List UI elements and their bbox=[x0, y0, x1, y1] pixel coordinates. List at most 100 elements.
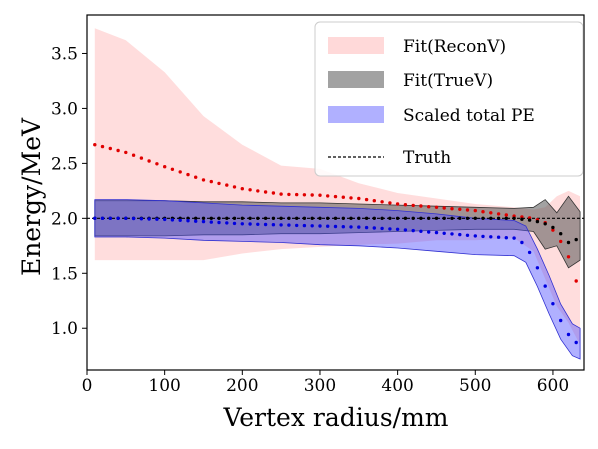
point-fit-truev bbox=[496, 216, 501, 220]
point-fit-truev bbox=[287, 216, 291, 220]
point-scaled-total-pe bbox=[147, 217, 151, 221]
point-fit-reconv bbox=[411, 203, 415, 208]
point-scaled-total-pe bbox=[155, 217, 159, 221]
error-bands bbox=[94, 28, 581, 360]
legend: Fit(ReconV) Fit(TrueV) Scaled total PE T… bbox=[314, 21, 584, 177]
point-fit-truev bbox=[357, 216, 361, 220]
point-fit-truev bbox=[450, 216, 454, 220]
point-scaled-total-pe bbox=[566, 332, 571, 337]
point-fit-truev bbox=[543, 222, 547, 226]
legend-swatch-true bbox=[328, 71, 384, 88]
point-fit-reconv bbox=[170, 167, 175, 171]
point-scaled-total-pe bbox=[341, 225, 345, 229]
point-scaled-total-pe bbox=[333, 224, 338, 229]
point-fit-reconv bbox=[271, 191, 276, 195]
point-fit-reconv bbox=[465, 208, 470, 212]
point-scaled-total-pe bbox=[240, 222, 244, 226]
point-fit-reconv bbox=[357, 196, 361, 201]
point-fit-reconv bbox=[496, 212, 501, 216]
point-fit-reconv bbox=[240, 187, 244, 191]
band-fit-reconv bbox=[94, 28, 581, 345]
point-fit-truev bbox=[263, 216, 268, 220]
point-fit-reconv bbox=[256, 189, 260, 193]
point-scaled-total-pe bbox=[395, 227, 400, 231]
point-fit-reconv bbox=[326, 194, 330, 198]
point-scaled-total-pe bbox=[504, 236, 508, 240]
point-scaled-total-pe bbox=[318, 224, 322, 228]
point-fit-reconv bbox=[178, 170, 182, 174]
point-fit-reconv bbox=[124, 150, 128, 155]
point-scaled-total-pe bbox=[527, 250, 532, 255]
point-fit-truev bbox=[349, 216, 353, 220]
point-fit-truev bbox=[427, 216, 431, 220]
point-fit-truev bbox=[186, 216, 190, 220]
x-axis-title: Vertex radius/mm bbox=[222, 403, 448, 432]
point-fit-reconv bbox=[349, 196, 353, 200]
point-scaled-total-pe bbox=[465, 233, 470, 237]
point-fit-truev bbox=[481, 216, 485, 220]
point-scaled-total-pe bbox=[372, 226, 376, 230]
legend-swatch-pe bbox=[328, 106, 384, 123]
point-fit-reconv bbox=[574, 279, 578, 283]
point-fit-reconv bbox=[108, 146, 113, 151]
point-fit-truev bbox=[295, 216, 299, 220]
legend-label-truth: Truth bbox=[403, 148, 451, 168]
point-fit-truev bbox=[489, 216, 493, 220]
point-fit-truev bbox=[380, 216, 384, 220]
point-fit-reconv bbox=[419, 204, 423, 208]
point-scaled-total-pe bbox=[496, 235, 501, 239]
point-scaled-total-pe bbox=[434, 230, 439, 235]
point-scaled-total-pe bbox=[357, 225, 361, 229]
point-fit-truev bbox=[395, 216, 400, 220]
y-tick-label: 2.5 bbox=[51, 154, 78, 174]
point-scaled-total-pe bbox=[411, 228, 415, 233]
point-fit-reconv bbox=[279, 192, 283, 196]
point-scaled-total-pe bbox=[108, 216, 113, 220]
point-fit-reconv bbox=[551, 228, 555, 232]
point-scaled-total-pe bbox=[380, 226, 384, 231]
point-scaled-total-pe bbox=[209, 220, 213, 224]
point-scaled-total-pe bbox=[116, 216, 120, 220]
y-tick-label: 1.5 bbox=[51, 264, 78, 284]
point-fit-truev bbox=[240, 216, 244, 220]
point-fit-reconv bbox=[163, 165, 167, 169]
point-scaled-total-pe bbox=[535, 266, 540, 270]
point-fit-reconv bbox=[473, 208, 477, 213]
point-fit-reconv bbox=[442, 206, 446, 210]
point-fit-reconv bbox=[155, 162, 159, 166]
y-tick-label: 3.0 bbox=[51, 99, 78, 119]
point-fit-reconv bbox=[194, 175, 198, 179]
axis-ticks: 0 100 200 300 400 500 600 1.0 1.5 2.0 2.5 3.0 3.5 bbox=[51, 44, 569, 396]
point-scaled-total-pe bbox=[93, 216, 97, 220]
point-fit-truev bbox=[473, 216, 477, 220]
point-scaled-total-pe bbox=[302, 223, 307, 228]
point-fit-truev bbox=[465, 216, 470, 220]
point-fit-reconv bbox=[458, 207, 462, 211]
legend-label-pe: Scaled total PE bbox=[403, 106, 535, 126]
point-fit-reconv bbox=[388, 201, 392, 205]
point-fit-reconv bbox=[559, 239, 563, 244]
point-fit-reconv bbox=[248, 188, 252, 192]
point-fit-reconv bbox=[209, 179, 213, 184]
point-fit-truev bbox=[372, 216, 376, 220]
point-fit-truev bbox=[217, 216, 221, 220]
x-tick-label: 600 bbox=[537, 376, 569, 396]
point-scaled-total-pe bbox=[388, 227, 392, 231]
point-fit-truev bbox=[326, 216, 330, 220]
point-fit-truev bbox=[411, 216, 415, 220]
point-fit-reconv bbox=[434, 205, 439, 209]
point-fit-reconv bbox=[481, 210, 485, 214]
point-fit-reconv bbox=[310, 193, 314, 197]
y-tick-label: 1.0 bbox=[51, 319, 78, 339]
point-scaled-total-pe bbox=[450, 232, 454, 236]
point-fit-reconv bbox=[380, 200, 384, 204]
point-fit-truev bbox=[434, 216, 439, 220]
x-tick-label: 400 bbox=[381, 376, 413, 396]
point-scaled-total-pe bbox=[427, 230, 431, 234]
x-tick-label: 500 bbox=[459, 376, 491, 396]
point-scaled-total-pe bbox=[279, 223, 283, 227]
point-scaled-total-pe bbox=[295, 223, 299, 228]
point-scaled-total-pe bbox=[201, 219, 206, 224]
point-fit-reconv bbox=[131, 153, 136, 157]
